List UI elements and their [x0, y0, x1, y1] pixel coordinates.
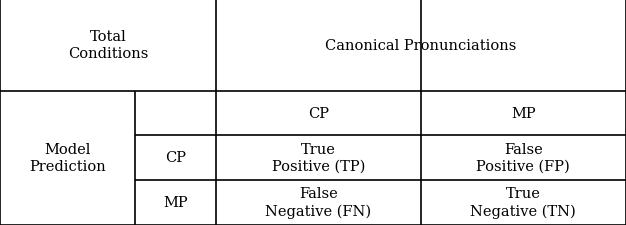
Text: False
Negative (FN): False Negative (FN): [265, 187, 371, 218]
Text: MP: MP: [511, 106, 536, 120]
Text: MP: MP: [163, 196, 188, 209]
Text: CP: CP: [308, 106, 329, 120]
Text: Model
Prediction: Model Prediction: [29, 142, 106, 174]
Text: Total
Conditions: Total Conditions: [68, 30, 148, 61]
Text: True
Negative (TN): True Negative (TN): [471, 187, 576, 218]
Text: True
Positive (TP): True Positive (TP): [272, 142, 365, 173]
Text: False
Positive (FP): False Positive (FP): [476, 142, 570, 173]
Text: Canonical Pronunciations: Canonical Pronunciations: [326, 39, 516, 52]
Text: CP: CP: [165, 151, 186, 164]
